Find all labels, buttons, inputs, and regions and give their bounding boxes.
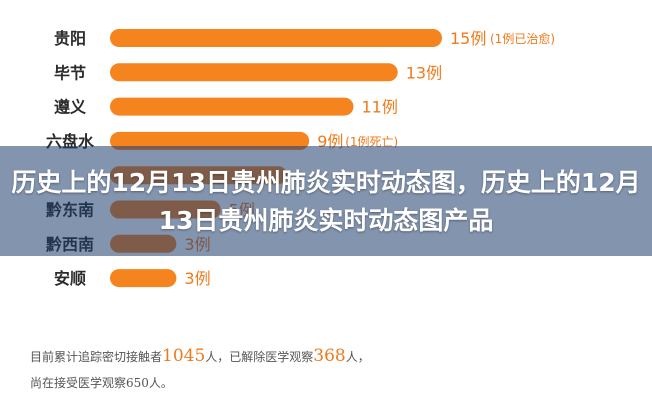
bar [110,131,310,150]
footnote-text: 人， [345,350,370,364]
value-label: 13例 [406,63,442,82]
bar-row: 遵义 11例 [54,97,398,117]
value-label: 15例 [450,29,486,48]
bar [110,63,398,82]
bar-row: 贵阳 15例 (1例已治愈) [54,29,555,48]
headline-title: 历史上的12月13日贵州肺炎实时动态图，历史上的12月13日贵州肺炎实时动态图产… [11,168,641,235]
footnote-text: 人，已解除医学观察 [205,350,314,364]
footnote-released-count: 368 [313,346,346,366]
footnote-line-2: 尚在接受医学观察650人。 [30,376,173,390]
bar [110,29,442,47]
value-note: (1例已治愈) [490,31,555,46]
category-label: 毕节 [54,63,86,82]
bar-row: 毕节 13例 [54,63,442,82]
value-label: 3例 [184,269,210,288]
footnote-line-1: 目前累计追踪密切接触者1045人，已解除医学观察368人， [30,346,630,366]
category-label: 安顺 [54,269,86,288]
category-label: 遵义 [54,98,86,117]
bar [110,97,354,116]
footnote-contacts-count: 1045 [162,346,206,366]
value-note: (1例死亡) [345,135,398,149]
bar-row: 安顺 3例 [54,269,211,288]
category-label: 贵阳 [54,29,86,48]
bar [110,269,177,288]
headline-overlay [0,146,652,256]
value-label: 11例 [361,98,397,117]
footnote-text: 目前累计追踪密切接触者 [30,350,163,364]
